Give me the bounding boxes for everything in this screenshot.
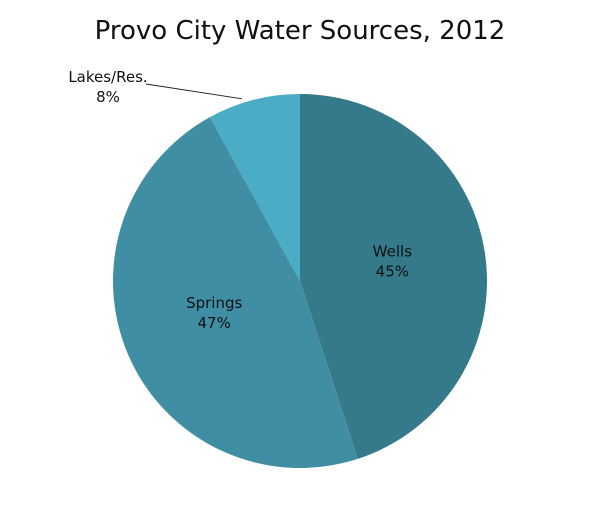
slice-label-lakes-res: Lakes/Res. 8% [68,68,147,106]
chart-title: Provo City Water Sources, 2012 [94,16,506,46]
leader-line-lakes-res [145,83,243,100]
slice-labels: Wells 45% Springs 47% Lakes/Res. 8% [68,68,412,332]
slice-label-wells: Wells 45% [373,242,413,280]
pie-slices [112,94,487,469]
slice-label-springs: Springs 47% [186,294,242,332]
slice-wells [300,94,487,459]
slice-lakes-res [209,94,300,281]
slice-springs [112,117,358,469]
